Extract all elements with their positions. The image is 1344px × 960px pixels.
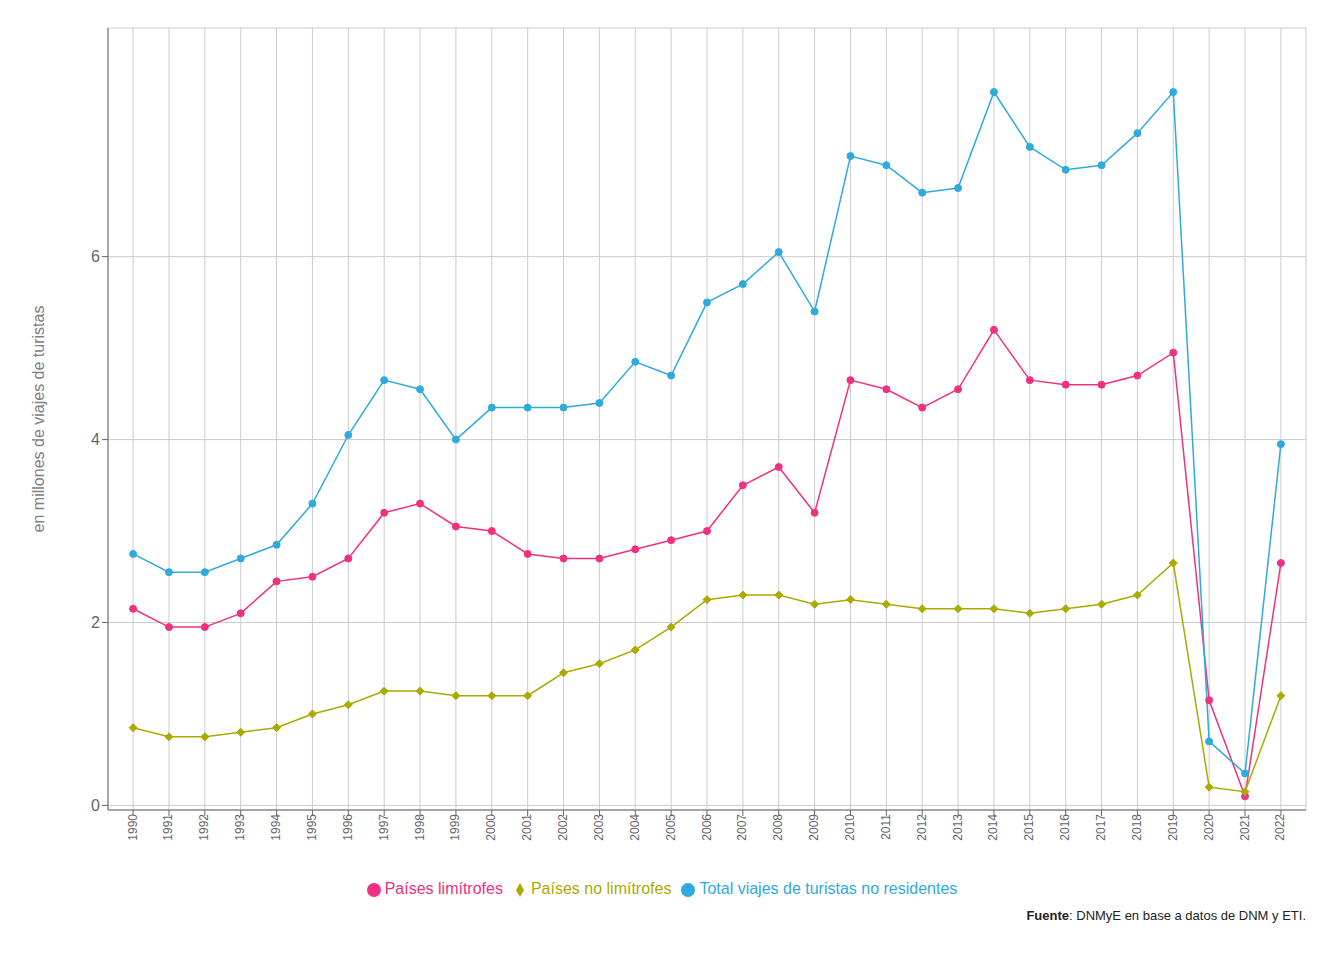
svg-text:2018: 2018 xyxy=(1130,814,1144,841)
svg-text:1995: 1995 xyxy=(305,814,319,841)
svg-text:1997: 1997 xyxy=(377,814,391,841)
svg-text:2008: 2008 xyxy=(771,814,785,841)
svg-text:2000: 2000 xyxy=(484,814,498,841)
svg-text:2002: 2002 xyxy=(556,814,570,841)
svg-text:2017: 2017 xyxy=(1094,814,1108,841)
svg-text:2014: 2014 xyxy=(986,814,1000,841)
svg-text:6: 6 xyxy=(91,248,100,265)
svg-text:1990: 1990 xyxy=(126,814,140,841)
svg-text:2011: 2011 xyxy=(879,814,893,840)
svg-text:2022: 2022 xyxy=(1273,814,1287,841)
svg-text:en millones de viajes de turis: en millones de viajes de turistas xyxy=(30,306,47,533)
svg-text:1992: 1992 xyxy=(197,814,211,841)
svg-text:2: 2 xyxy=(91,614,100,631)
svg-text:2009: 2009 xyxy=(807,814,821,841)
svg-text:2012: 2012 xyxy=(915,814,929,841)
svg-text:2016: 2016 xyxy=(1058,814,1072,841)
svg-text:2003: 2003 xyxy=(592,814,606,841)
svg-text:2001: 2001 xyxy=(520,814,534,841)
svg-text:2013: 2013 xyxy=(951,814,965,841)
svg-text:2010: 2010 xyxy=(843,814,857,841)
html-text:Países no limítrofes: Países no limítrofes xyxy=(530,880,672,897)
svg-text:2021: 2021 xyxy=(1238,814,1252,841)
svg-text:2004: 2004 xyxy=(628,814,642,841)
svg-text:1999: 1999 xyxy=(448,814,462,841)
html-text:Total viajes de turistas no re: Total viajes de turistas no residentes xyxy=(699,880,958,897)
svg-text:1994: 1994 xyxy=(269,814,283,841)
svg-text:1996: 1996 xyxy=(341,814,355,841)
svg-text:2006: 2006 xyxy=(700,814,714,841)
svg-text:2020: 2020 xyxy=(1202,814,1216,841)
svg-text:1991: 1991 xyxy=(161,814,175,841)
svg-text:1993: 1993 xyxy=(233,814,247,841)
svg-text:2015: 2015 xyxy=(1022,814,1036,841)
svg-text:4: 4 xyxy=(91,431,100,448)
svg-text:2019: 2019 xyxy=(1166,814,1180,841)
svg-text:0: 0 xyxy=(91,797,100,814)
svg-text:2005: 2005 xyxy=(664,814,678,841)
html-text:Fuente: DNMyE en base a datos: Fuente: DNMyE en base a datos de DNM y E… xyxy=(1026,908,1306,923)
html-text:Países limítrofes: Países limítrofes xyxy=(384,880,503,897)
svg-text:1998: 1998 xyxy=(413,814,427,841)
svg-text:2007: 2007 xyxy=(735,814,749,841)
